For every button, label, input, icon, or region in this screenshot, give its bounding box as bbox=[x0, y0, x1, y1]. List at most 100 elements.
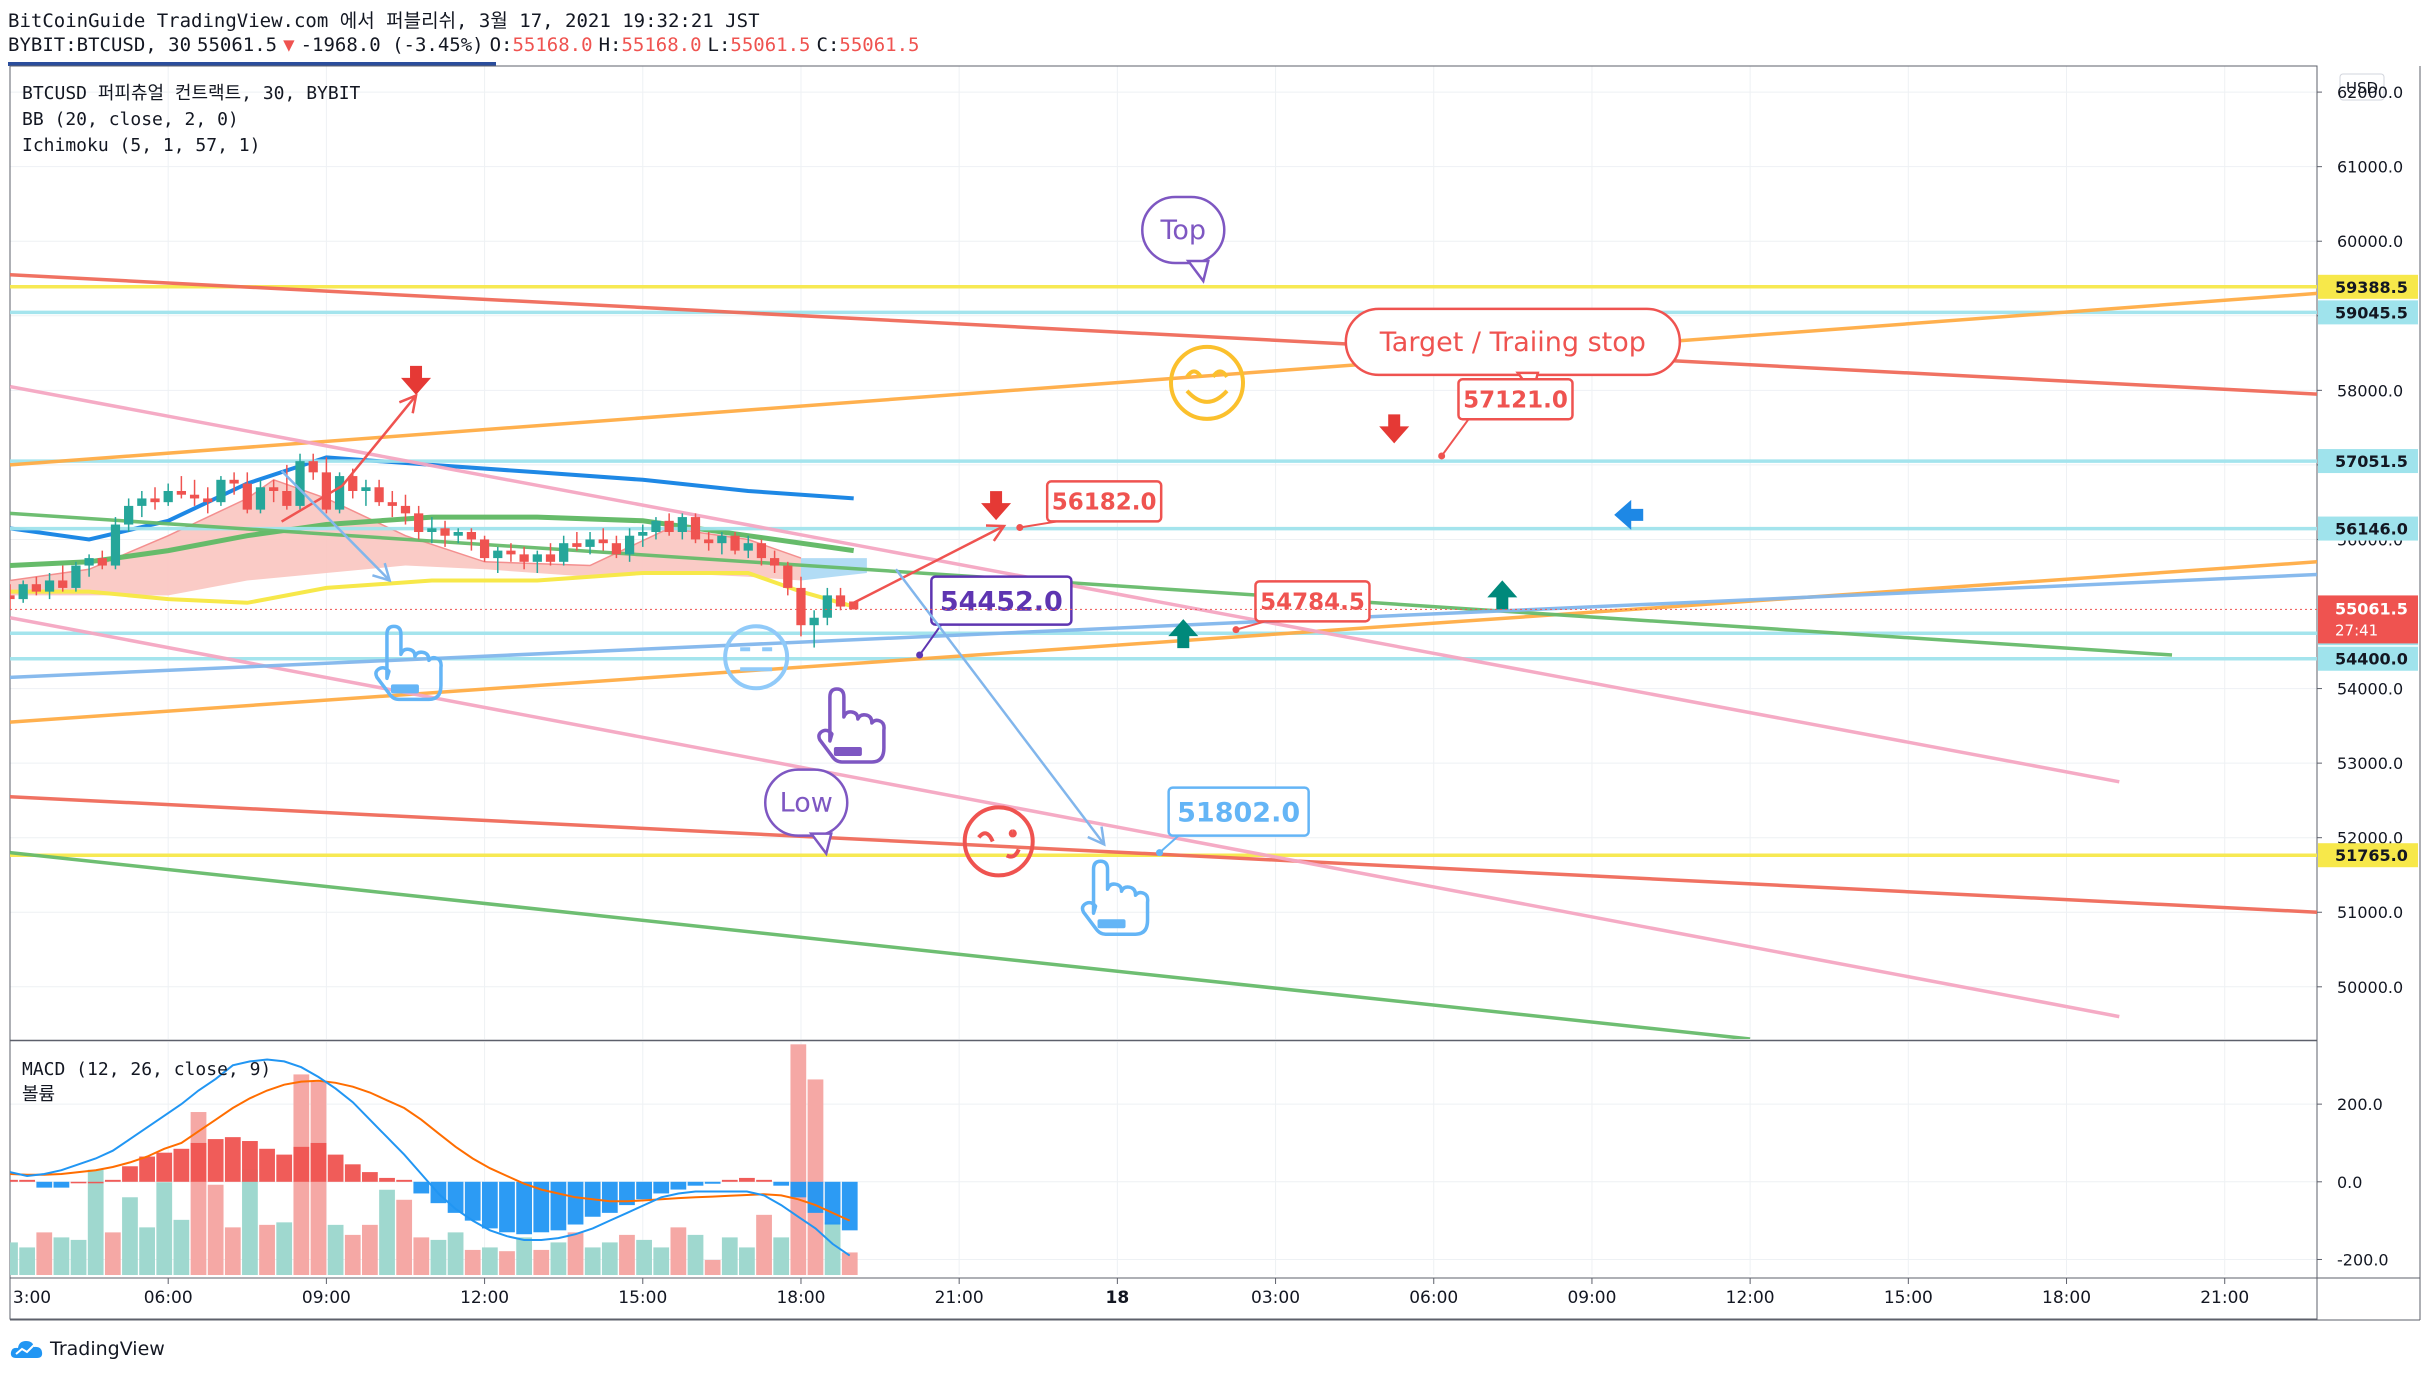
bubble-tail bbox=[808, 832, 833, 857]
hand-cuff bbox=[833, 746, 862, 756]
callout-pointer bbox=[1158, 834, 1180, 854]
macd-histogram-bar bbox=[53, 1181, 70, 1188]
tradingview-logo[interactable]: TradingView bbox=[10, 1338, 165, 1360]
volume-bar bbox=[19, 1247, 36, 1275]
price-level-label: 59045.5 bbox=[2335, 303, 2408, 322]
macd-histogram-bar bbox=[550, 1181, 567, 1231]
price-tick-label: 60000.0 bbox=[2337, 232, 2403, 251]
price-level-tag bbox=[2318, 843, 2418, 868]
macd-histogram-bar bbox=[139, 1156, 155, 1182]
candle-body bbox=[466, 531, 477, 540]
macd-histogram-bar bbox=[516, 1181, 533, 1235]
volume-bar bbox=[619, 1234, 635, 1275]
volume-bar bbox=[413, 1237, 430, 1275]
candle-body bbox=[572, 543, 582, 547]
volume-bar bbox=[601, 1242, 618, 1275]
volume-bar bbox=[276, 1222, 293, 1275]
macd-histogram-bar bbox=[293, 1146, 310, 1182]
candle-body bbox=[624, 535, 635, 555]
last-price: 55061.5 bbox=[197, 34, 278, 56]
candle-body bbox=[493, 550, 503, 559]
macd-histogram-bar bbox=[190, 1142, 207, 1182]
trend-line bbox=[10, 291, 2317, 467]
candle-body bbox=[704, 539, 714, 544]
candle-body bbox=[255, 487, 266, 510]
candle-body bbox=[427, 528, 437, 532]
legend-macd: MACD (12, 26, close, 9) bbox=[22, 1059, 271, 1080]
macd-axis: 200.0 0.0 -200.0 bbox=[2317, 1095, 2389, 1269]
candle-body bbox=[269, 487, 279, 491]
macd-histogram-bar bbox=[87, 1181, 104, 1184]
volume-bar bbox=[156, 1182, 173, 1275]
candle-body bbox=[849, 601, 859, 610]
header-underline bbox=[8, 62, 496, 66]
trend-line bbox=[10, 560, 2317, 724]
candle-body bbox=[84, 558, 94, 566]
price-level-tag bbox=[2318, 449, 2418, 474]
price-tick-label: 62000.0 bbox=[2337, 83, 2403, 102]
candle-body bbox=[334, 476, 345, 510]
face-features bbox=[740, 647, 773, 672]
projection-arrowhead bbox=[372, 562, 392, 583]
volume-bar bbox=[481, 1247, 498, 1275]
volume-bar bbox=[70, 1239, 87, 1275]
last-price-tag bbox=[2318, 595, 2418, 644]
price-level-label: 59388.5 bbox=[2335, 278, 2408, 297]
macd-histogram-bar bbox=[464, 1181, 481, 1221]
candle-body bbox=[559, 543, 569, 562]
down-arrow-icon bbox=[1379, 414, 1410, 444]
face-outline bbox=[1169, 344, 1246, 421]
candle-body bbox=[150, 498, 160, 503]
candle-body bbox=[730, 535, 740, 551]
price-level-tag bbox=[2318, 274, 2418, 299]
volume-bar bbox=[687, 1234, 704, 1275]
low-label: L: bbox=[707, 34, 731, 56]
candle-body bbox=[242, 483, 252, 510]
macd-histogram-bar bbox=[10, 1179, 18, 1182]
projection-arrowhead bbox=[1087, 826, 1106, 847]
macd-histogram-bar bbox=[413, 1181, 430, 1194]
pointing-hand-icon bbox=[374, 624, 443, 702]
cloud-logo-icon bbox=[10, 1341, 43, 1358]
macd-histogram-bar bbox=[276, 1154, 293, 1182]
candle-body bbox=[690, 517, 701, 540]
chart-header: BitCoinGuide TradingView.com 에서 퍼블리쉬, 3월… bbox=[0, 0, 2423, 66]
volume-bar bbox=[396, 1199, 413, 1275]
macd-histogram-bar bbox=[19, 1179, 36, 1182]
volume-bar bbox=[327, 1224, 344, 1275]
price-axis[interactable]: USD 50000.0 51000.0 52000.0 53000.0 54000.0 56… bbox=[10, 73, 2418, 997]
price-callout: 51802.0 bbox=[1156, 786, 1310, 857]
macd-histogram-bar bbox=[721, 1179, 738, 1182]
time-tick-label: 12:00 bbox=[1726, 1288, 1775, 1308]
candle-body bbox=[440, 528, 450, 536]
brand-name: TradingView bbox=[50, 1338, 165, 1360]
volume-bar bbox=[721, 1237, 738, 1275]
time-axis[interactable]: 3:00 06:00 09:00 12:00 15:00 18:00 21:00 18 03:0… bbox=[9, 1278, 2249, 1308]
macd-histogram-bar bbox=[773, 1181, 790, 1186]
callout-value: 57121.0 bbox=[1463, 388, 1568, 414]
macd-histogram-bar bbox=[156, 1152, 173, 1182]
candle-body bbox=[10, 595, 15, 600]
macd-panel bbox=[10, 1044, 858, 1275]
candle-body bbox=[638, 531, 648, 536]
time-tick-label: 3:00 bbox=[13, 1288, 51, 1308]
callout-box bbox=[1254, 580, 1371, 623]
high-value: 55168.0 bbox=[621, 34, 702, 56]
candle-body bbox=[387, 502, 397, 506]
volume-bar bbox=[104, 1232, 121, 1275]
volume-bar bbox=[259, 1224, 275, 1275]
candle-body bbox=[506, 550, 516, 555]
time-tick-label: 03:00 bbox=[1251, 1288, 1300, 1308]
time-tick-label: 12:00 bbox=[460, 1288, 509, 1308]
candle-body bbox=[189, 494, 200, 499]
volume-bar bbox=[653, 1247, 670, 1275]
macd-histogram-bar bbox=[70, 1181, 87, 1184]
volume-bar bbox=[756, 1214, 772, 1275]
symbol-label: BYBIT:BTCUSD, 30 bbox=[8, 34, 192, 56]
macd-histogram-bar bbox=[396, 1179, 413, 1182]
bubble-outline bbox=[1344, 307, 1682, 377]
candle-body bbox=[282, 490, 292, 506]
close-value: 55061.5 bbox=[839, 34, 920, 56]
candle-body bbox=[756, 543, 767, 559]
